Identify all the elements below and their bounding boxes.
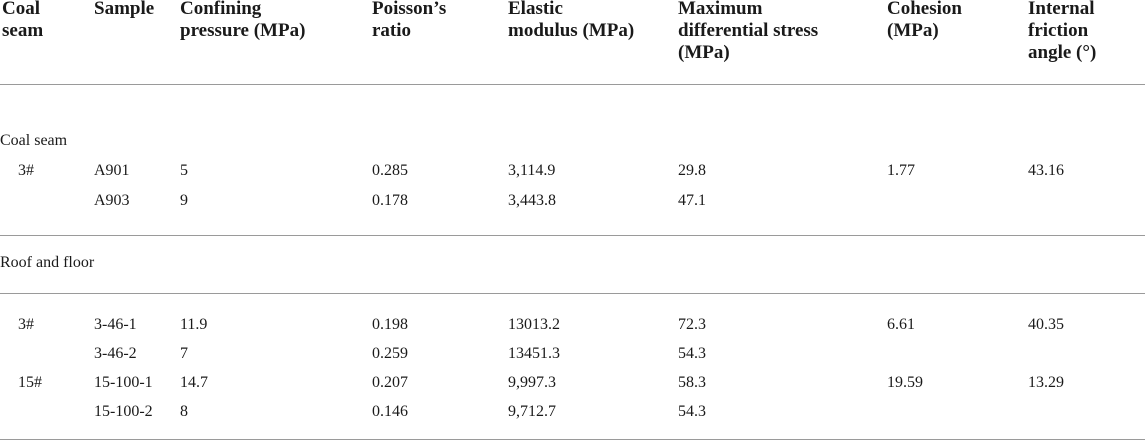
cell-poisson: 0.285	[372, 162, 408, 179]
cell-elastic: 13451.3	[508, 345, 560, 362]
cell-max-stress: 58.3	[678, 374, 706, 391]
cell-cohesion: 1.77	[887, 162, 915, 179]
cell-elastic: 9,997.3	[508, 374, 556, 391]
cell-poisson: 0.259	[372, 345, 408, 362]
cell-seam: 3#	[18, 162, 34, 179]
cell-elastic: 9,712.7	[508, 403, 556, 420]
header-line: Sample	[94, 0, 155, 19]
section-divider	[0, 293, 1145, 294]
cell-cohesion: 19.59	[887, 374, 923, 391]
cell-elastic: 3,114.9	[508, 162, 556, 179]
header-sample: Sample	[94, 0, 154, 20]
header-line: Elastic	[508, 0, 563, 19]
cell-max-stress: 29.8	[678, 162, 706, 179]
cell-cohesion: 6.61	[887, 316, 915, 333]
cell-seam: 15#	[18, 374, 42, 391]
header-divider	[0, 84, 1145, 85]
section-label-coal-seam: Coal seam	[0, 132, 68, 149]
cell-max-stress: 54.3	[678, 403, 706, 420]
cell-max-stress: 47.1	[678, 192, 706, 209]
cell-sample: 15-100-2	[94, 403, 153, 420]
cell-poisson: 0.207	[372, 374, 408, 391]
cell-sample: 15-100-1	[94, 374, 153, 391]
cell-confining: 8	[180, 403, 188, 420]
header-line: (MPa)	[678, 42, 730, 63]
cell-confining: 9	[180, 192, 188, 209]
cell-friction: 43.16	[1028, 162, 1064, 179]
table-header-row: Coal seam Sample Confining pressure (MPa…	[0, 0, 1145, 84]
cell-friction: 40.35	[1028, 316, 1064, 333]
header-line: angle (°)	[1028, 42, 1097, 63]
header-line: Poisson’s	[372, 0, 447, 19]
cell-sample: A903	[94, 192, 130, 209]
header-line: Maximum	[678, 0, 763, 19]
header-line: friction	[1028, 20, 1089, 41]
cell-confining: 7	[180, 345, 188, 362]
header-line: differential stress	[678, 20, 819, 41]
cell-seam: 3#	[18, 316, 34, 333]
cell-max-stress: 54.3	[678, 345, 706, 362]
cell-confining: 5	[180, 162, 188, 179]
header-internal-friction-angle: Internal friction angle (°)	[1028, 0, 1096, 64]
cell-friction: 13.29	[1028, 374, 1064, 391]
cell-confining: 11.9	[180, 316, 208, 333]
section-divider	[0, 235, 1145, 236]
header-cohesion: Cohesion (MPa)	[887, 0, 962, 42]
header-line: pressure (MPa)	[180, 20, 306, 41]
header-line: (MPa)	[887, 20, 939, 41]
cell-poisson: 0.198	[372, 316, 408, 333]
cell-poisson: 0.146	[372, 403, 408, 420]
header-poissons-ratio: Poisson’s ratio	[372, 0, 446, 42]
cell-elastic: 13013.2	[508, 316, 560, 333]
header-coal-seam: Coal seam	[2, 0, 43, 42]
header-line: Cohesion	[887, 0, 962, 19]
header-line: modulus (MPa)	[508, 20, 635, 41]
header-elastic-modulus: Elastic modulus (MPa)	[508, 0, 634, 42]
cell-elastic: 3,443.8	[508, 192, 556, 209]
section-label-roof-and-floor: Roof and floor	[0, 254, 95, 271]
cell-sample: A901	[94, 162, 130, 179]
cell-sample: 3-46-1	[94, 316, 137, 333]
header-line: Confining	[180, 0, 262, 19]
header-line: Coal	[2, 0, 40, 19]
cell-confining: 14.7	[180, 374, 208, 391]
cell-poisson: 0.178	[372, 192, 408, 209]
header-max-differential-stress: Maximum differential stress (MPa)	[678, 0, 818, 64]
header-line: ratio	[372, 20, 412, 41]
header-line: seam	[2, 20, 44, 41]
cell-sample: 3-46-2	[94, 345, 137, 362]
header-line: Internal	[1028, 0, 1095, 19]
cell-max-stress: 72.3	[678, 316, 706, 333]
header-confining-pressure: Confining pressure (MPa)	[180, 0, 305, 42]
table-bottom-rule	[0, 439, 1145, 440]
